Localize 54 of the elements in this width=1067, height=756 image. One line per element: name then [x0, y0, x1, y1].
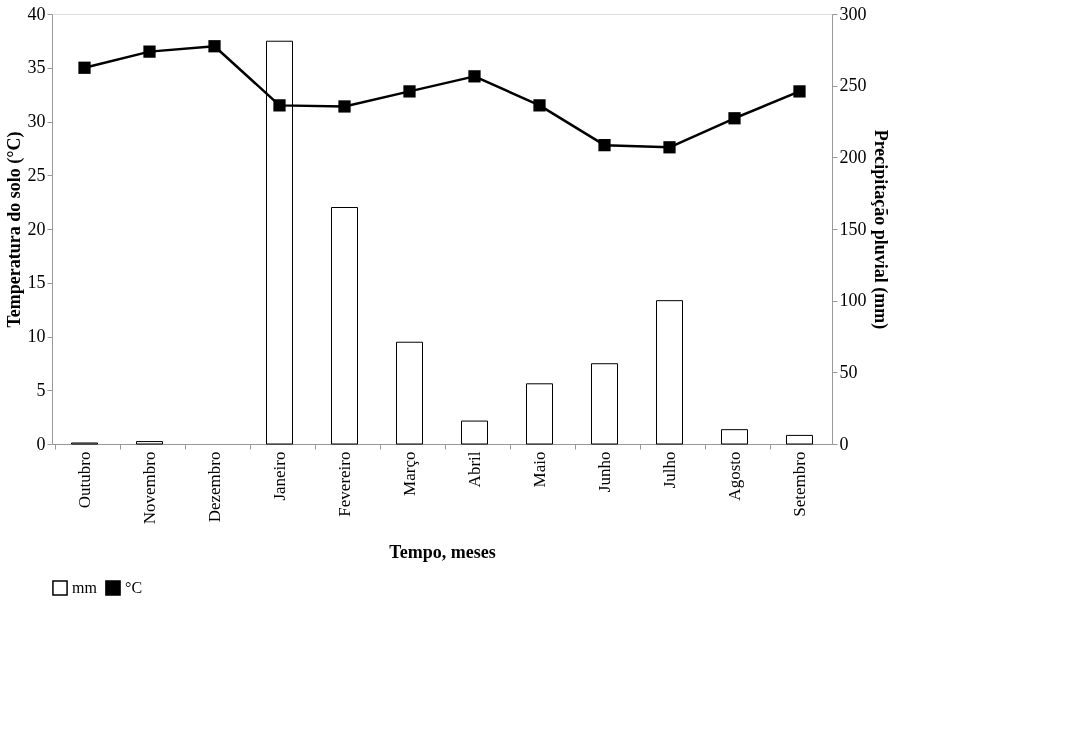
- y2-tick-label: 50: [839, 361, 858, 382]
- x-tick-label: Maio: [529, 451, 549, 488]
- y-tick-label: 0: [36, 433, 46, 454]
- x-tick-label: Junho: [594, 451, 614, 493]
- bar: [136, 441, 163, 445]
- y2-tick-label: 200: [839, 146, 867, 167]
- y2-tick-label: 250: [839, 75, 867, 96]
- bar: [526, 383, 553, 445]
- y2-axis-title: Precipitação pluvial (mm): [869, 129, 891, 330]
- point: [533, 99, 546, 112]
- bar: [331, 207, 358, 445]
- point: [143, 45, 156, 58]
- bar: [591, 363, 618, 445]
- bar: [461, 420, 488, 445]
- y-tick-label: 40: [27, 3, 46, 24]
- bar: [786, 434, 813, 445]
- point: [273, 99, 286, 112]
- bar: [396, 341, 423, 445]
- y2-tick-label: 150: [839, 218, 867, 239]
- point: [403, 85, 416, 98]
- bar: [656, 300, 683, 445]
- x-tick-label: Setembro: [789, 451, 809, 517]
- y2-tick-label: 0: [839, 433, 849, 454]
- x-tick-label: Novembro: [139, 451, 159, 525]
- x-tick-label: Agosto: [724, 451, 744, 501]
- point: [598, 139, 611, 152]
- point: [468, 70, 481, 83]
- y-tick-label: 15: [27, 272, 46, 293]
- x-tick-label: Fevereiro: [334, 451, 354, 517]
- x-tick-label: Abril: [464, 451, 484, 488]
- point: [663, 141, 676, 154]
- x-tick-label: Dezembro: [204, 451, 224, 523]
- point: [78, 61, 91, 74]
- x-tick-label: Março: [399, 451, 419, 496]
- legend-label: mm: [72, 579, 98, 596]
- y-tick-label: 10: [27, 326, 46, 346]
- y2-tick-label: 100: [839, 290, 867, 311]
- y-tick-label: 35: [27, 57, 46, 78]
- point: [793, 85, 806, 98]
- x-tick-label: Janeiro: [269, 451, 289, 501]
- point: [338, 100, 351, 113]
- y-tick-label: 5: [36, 379, 46, 400]
- y-tick-label: 20: [27, 218, 46, 239]
- legend-label: °C: [125, 579, 143, 596]
- y2-tick-label: 300: [839, 3, 867, 24]
- point: [208, 40, 221, 53]
- y-tick-label: 30: [27, 111, 46, 131]
- x-axis-title: Tempo, meses: [389, 542, 496, 563]
- x-tick-label: Outubro: [74, 451, 94, 509]
- y-tick-label: 25: [27, 164, 46, 185]
- bar: [721, 429, 748, 445]
- y-axis-title: Temperatura do solo (°C): [3, 131, 25, 328]
- point: [728, 112, 741, 125]
- x-tick-label: Julho: [659, 451, 679, 489]
